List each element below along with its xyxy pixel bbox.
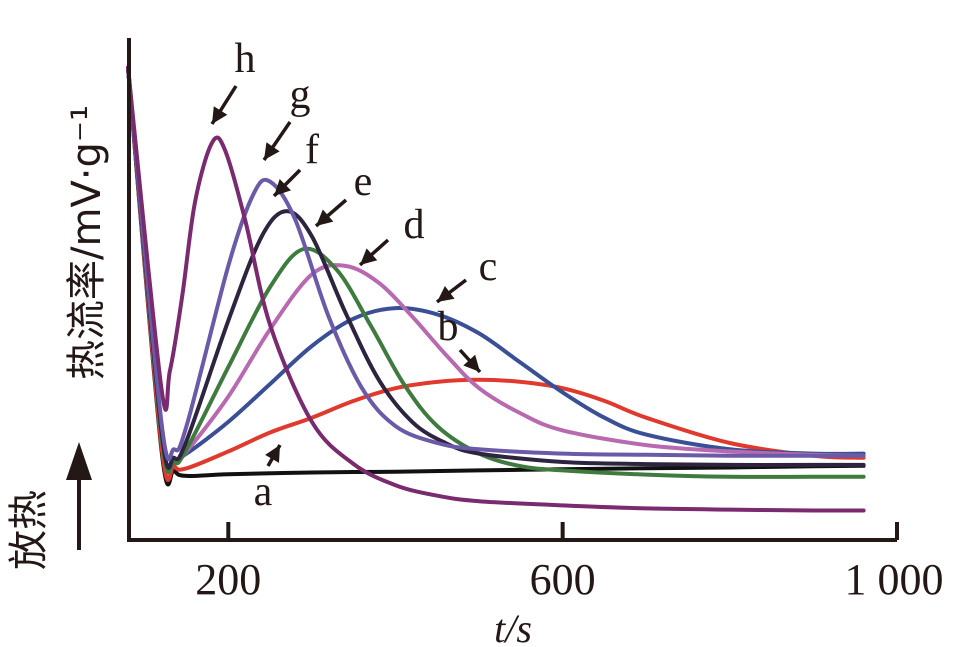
label-arrowhead-a [265, 445, 280, 463]
y-axis-title: 热流率/mV·g⁻¹ [64, 105, 110, 380]
series-label-e: e [354, 159, 373, 205]
series-label-d: d [404, 202, 425, 248]
series-label-b: b [438, 304, 459, 350]
series-label-f: f [305, 127, 319, 173]
x-tick-label-600: 600 [530, 555, 596, 604]
series-label-g: g [290, 72, 311, 118]
x-tick-label-1000: 1 000 [845, 555, 944, 604]
series-group [126, 65, 866, 513]
label-arrowhead-h [212, 106, 228, 124]
direction-arrow-head-icon [66, 442, 92, 480]
label-arrowhead-d [360, 248, 378, 265]
x-tick-label-200: 200 [195, 555, 261, 604]
label-arrowhead-f [274, 179, 291, 196]
series-line-h [126, 65, 866, 513]
label-arrowhead-c [437, 285, 455, 302]
series-label-a: a [254, 469, 273, 515]
x-ticks: 200 600 1 000 [195, 522, 944, 604]
label-arrowhead-g [264, 142, 280, 160]
label-arrowhead-e [316, 209, 334, 226]
series-line-f [126, 65, 866, 470]
label-arrowhead-b [463, 354, 480, 372]
series-label-h: h [235, 36, 256, 82]
x-axis-title: t/s [494, 606, 532, 647]
series-line-g [126, 65, 866, 462]
series-label-c: c [479, 244, 498, 290]
direction-label: 放热 [6, 490, 52, 570]
